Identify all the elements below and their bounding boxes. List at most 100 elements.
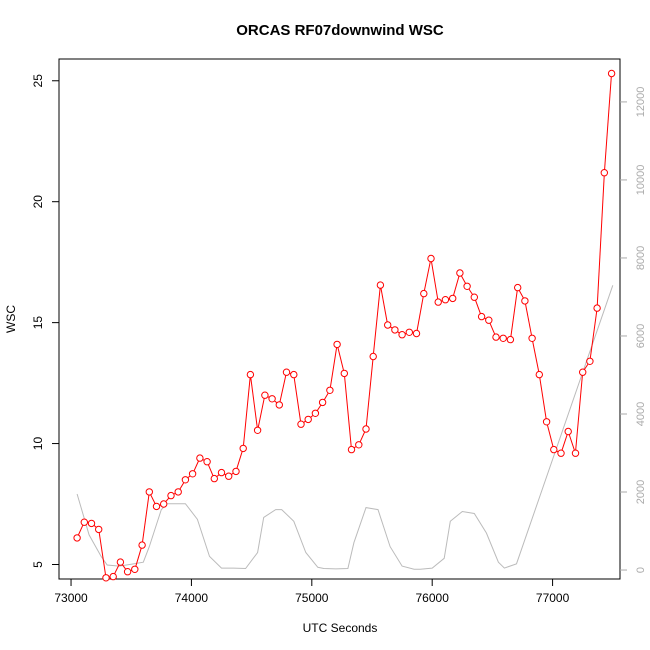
- series-segment: [575, 375, 583, 451]
- series-segment: [250, 377, 258, 428]
- data-point: [174, 488, 182, 496]
- data-point: [593, 304, 601, 312]
- data-point: [340, 369, 348, 378]
- series-segment: [165, 497, 170, 502]
- y2-tick-label: 10000: [635, 165, 647, 196]
- data-point: [261, 391, 269, 399]
- data-point: [557, 449, 565, 457]
- data-point: [463, 282, 471, 290]
- data-point: [246, 370, 255, 379]
- axes: 73000 74000 75000 76000 77000 5 10 15 20 25 0 2000 4…: [31, 74, 647, 605]
- series-segment: [323, 392, 329, 400]
- x-tick-label: 77000: [536, 591, 570, 605]
- data-point: [167, 491, 175, 500]
- series-segment: [121, 564, 127, 570]
- data-point: [95, 525, 103, 534]
- data-point: [362, 425, 370, 433]
- y2-tick-label: 6000: [635, 324, 647, 348]
- series-segment: [77, 524, 84, 536]
- series-segment: [365, 359, 374, 426]
- data-point: [210, 474, 219, 483]
- x-tick-label: 73000: [54, 591, 88, 605]
- data-point: [131, 565, 139, 573]
- chart-title: ORCAS RF07downwind WSC: [236, 22, 444, 39]
- data-point: [347, 445, 356, 454]
- series-segment: [489, 323, 496, 335]
- data-point: [492, 333, 500, 341]
- series-segment: [518, 290, 524, 299]
- series-segment: [539, 377, 547, 419]
- data-point: [528, 334, 536, 342]
- series-segment: [596, 175, 605, 305]
- series-segment: [337, 347, 344, 371]
- data-point: [564, 427, 572, 436]
- series-segment: [453, 275, 460, 296]
- y-tick-label: 25: [31, 74, 45, 88]
- data-point: [499, 334, 507, 342]
- data-point: [470, 293, 478, 301]
- series-segment: [142, 495, 150, 543]
- data-point: [225, 472, 233, 480]
- series-segment: [114, 564, 120, 574]
- data-point: [521, 297, 529, 305]
- data-point: [434, 298, 442, 306]
- series-segment: [243, 377, 251, 446]
- data-point: [152, 502, 161, 511]
- y2-tick-label: 12000: [635, 87, 647, 118]
- data-point: [355, 441, 363, 449]
- data-point: [138, 541, 146, 549]
- data-point: [253, 426, 262, 434]
- data-point: [441, 296, 450, 304]
- series-segment: [431, 261, 439, 299]
- series-segment: [568, 434, 575, 451]
- series-segment: [207, 464, 214, 476]
- data-point: [586, 357, 594, 365]
- data-point: [405, 328, 413, 336]
- series-segment: [416, 296, 424, 331]
- data-point: [80, 518, 89, 526]
- series-segment: [583, 363, 589, 370]
- series-segment: [475, 300, 481, 314]
- data-point: [384, 321, 392, 329]
- x-tick-label: 76000: [416, 591, 450, 605]
- series-segment: [150, 494, 156, 504]
- data-point: [456, 269, 464, 277]
- data-point: [123, 568, 132, 576]
- data-point: [571, 449, 580, 457]
- data-point: [420, 289, 428, 298]
- series-segment: [257, 398, 265, 428]
- data-point: [477, 312, 486, 321]
- data-point: [203, 458, 211, 466]
- series-segment: [525, 303, 532, 336]
- data-point: [181, 476, 190, 484]
- series-segment: [510, 290, 518, 337]
- data-point: [268, 395, 276, 403]
- series-segment: [316, 404, 322, 411]
- y-tick-label: 5: [31, 561, 45, 568]
- y2-tick-label: 8000: [635, 246, 647, 270]
- data-point: [514, 283, 522, 292]
- data-point: [116, 558, 125, 566]
- data-point: [550, 445, 558, 454]
- series-segment: [293, 377, 301, 422]
- data-point: [297, 420, 305, 428]
- series-segment: [135, 548, 142, 567]
- data-point: [326, 386, 334, 394]
- series-segment: [589, 311, 598, 359]
- y2-tick-label: 0: [635, 567, 647, 573]
- data-point: [391, 326, 399, 334]
- y-tick-label: 20: [31, 195, 45, 209]
- x-tick-label: 75000: [295, 591, 329, 605]
- series-segment: [532, 341, 540, 372]
- data-point: [196, 454, 204, 462]
- y2-tick-label: 2000: [635, 480, 647, 504]
- y-axis-label: WSC: [4, 305, 18, 333]
- data-point: [160, 500, 168, 508]
- series-segment: [98, 532, 106, 575]
- data-point: [535, 370, 543, 379]
- data-point: [600, 169, 608, 177]
- series-segment: [193, 460, 199, 472]
- series-segment: [359, 431, 366, 443]
- data-point: [290, 370, 298, 379]
